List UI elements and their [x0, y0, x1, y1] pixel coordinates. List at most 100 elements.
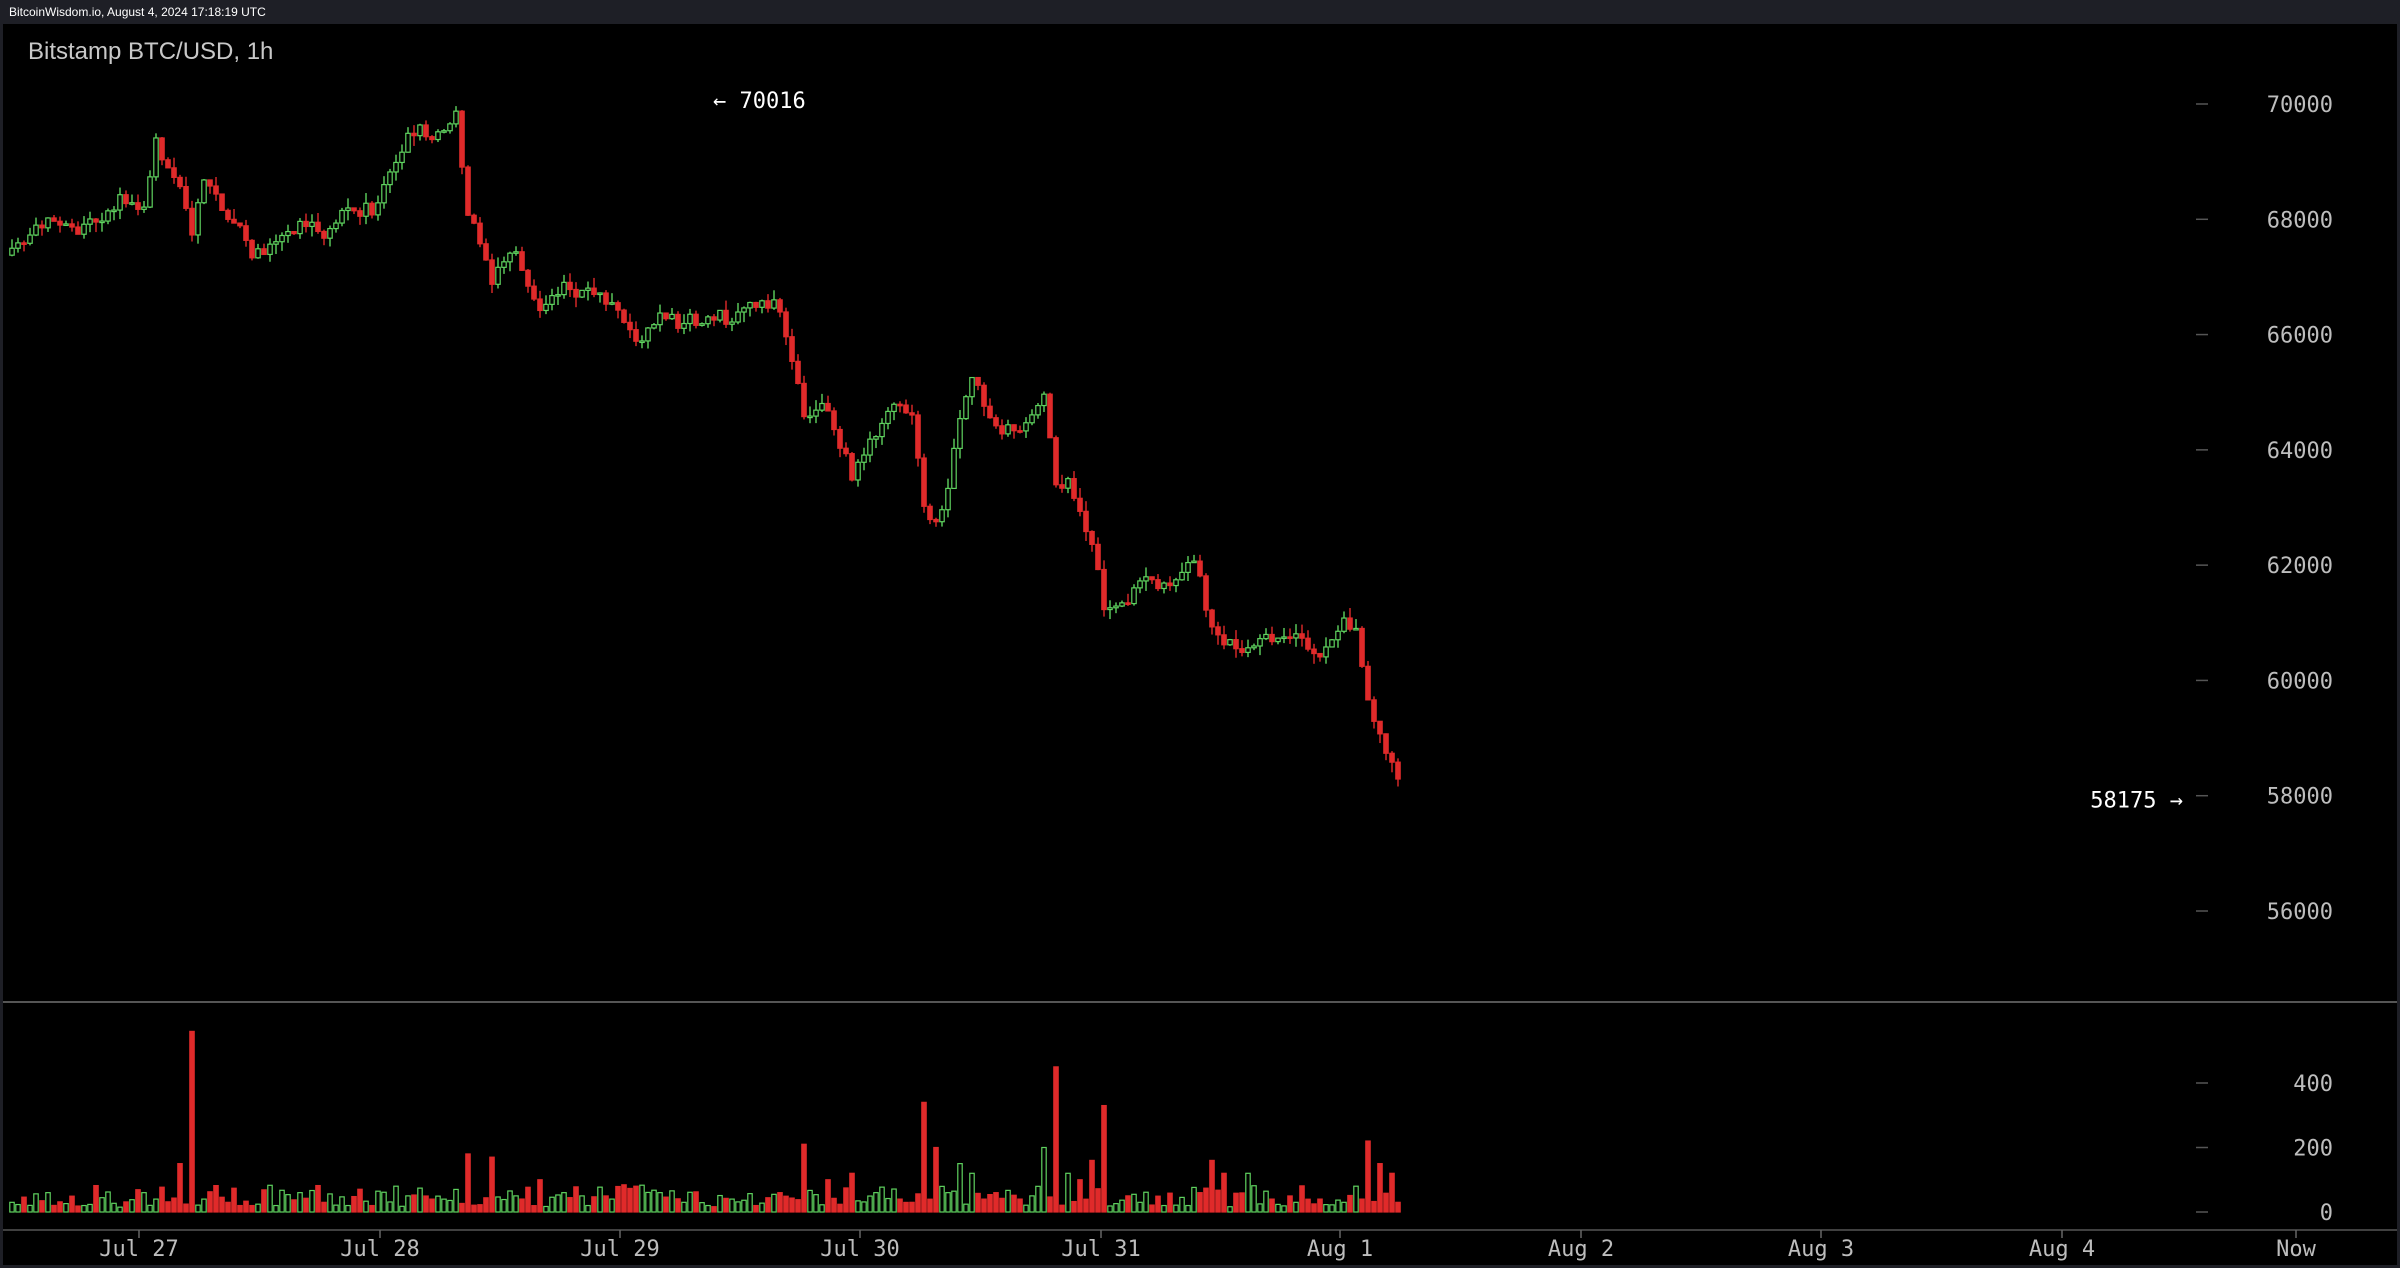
volume-bar: [291, 1199, 297, 1213]
candle-body: [333, 222, 339, 230]
candle-body: [1179, 571, 1185, 581]
volume-bar: [723, 1197, 729, 1213]
volume-bar: [213, 1184, 219, 1213]
volume-bar: [159, 1186, 165, 1213]
volume-bar: [27, 1204, 33, 1213]
volume-bar: [615, 1185, 621, 1213]
volume-bar: [171, 1197, 177, 1213]
volume-bar: [837, 1203, 843, 1213]
candle-body: [573, 288, 579, 298]
volume-bar: [1101, 1104, 1107, 1213]
volume-bar: [1365, 1140, 1371, 1213]
volume-bar: [909, 1201, 915, 1213]
candle-body: [579, 289, 585, 298]
candle-body: [1005, 424, 1011, 435]
candle-body: [1305, 637, 1311, 650]
candle-body: [45, 217, 51, 229]
volume-bar: [69, 1195, 75, 1213]
volume-bar: [861, 1201, 867, 1213]
volume-bar: [519, 1198, 525, 1213]
candle-body: [147, 176, 153, 208]
volume-bar: [537, 1179, 543, 1213]
volume-bar: [1185, 1204, 1191, 1213]
volume-bar: [711, 1206, 717, 1213]
volume-bar: [765, 1197, 771, 1213]
candle-body: [153, 137, 159, 178]
volume-bar: [747, 1193, 753, 1213]
volume-bar: [435, 1195, 441, 1213]
candle-body: [297, 220, 303, 235]
candle-body: [657, 312, 663, 326]
volume-bar: [1317, 1198, 1323, 1213]
candle-body: [909, 412, 915, 416]
candle-body: [495, 266, 501, 285]
candle-body: [1263, 633, 1269, 640]
volume-bar: [1191, 1186, 1197, 1213]
volume-bar: [195, 1204, 201, 1213]
volume-bar: [219, 1196, 225, 1213]
candle-body: [681, 322, 687, 329]
high-annotation: ← 70016: [713, 89, 806, 114]
volume-bar: [579, 1195, 585, 1213]
candle-body: [759, 300, 765, 308]
volume-bar: [129, 1199, 135, 1213]
volume-bar: [81, 1204, 87, 1213]
price-axis: 56000 58000 60000 62000 64000 66000 68000 70000: [2196, 93, 2333, 925]
volume-bar: [477, 1204, 483, 1213]
candle-body: [1017, 430, 1023, 433]
candle-body: [243, 225, 249, 241]
volume-tick-label: 0: [2320, 1201, 2333, 1226]
volume-bar: [819, 1204, 825, 1213]
volume-bar: [1245, 1172, 1251, 1213]
candle-body: [645, 327, 651, 342]
candle-body: [183, 185, 189, 209]
candle-body: [585, 287, 591, 291]
volume-bar: [1011, 1194, 1017, 1213]
candle-body: [165, 159, 171, 169]
candle-body: [1191, 560, 1197, 564]
candle-body: [129, 202, 135, 205]
volume-bar: [897, 1198, 903, 1213]
volume-bar: [339, 1196, 345, 1213]
volume-bar: [729, 1198, 735, 1213]
candle-body: [117, 194, 123, 211]
time-tick-label: Aug 3: [1788, 1237, 1854, 1262]
volume-bar: [1239, 1192, 1245, 1213]
candle-body: [267, 243, 273, 256]
volume-bars: [9, 1030, 1401, 1213]
candle-body: [225, 209, 231, 220]
candle-body: [219, 193, 225, 211]
candle-body: [729, 321, 735, 325]
volume-bar: [1347, 1194, 1353, 1213]
volume-bar: [405, 1195, 411, 1213]
candle-body: [1059, 484, 1065, 489]
candle-body: [1047, 393, 1053, 439]
candle-body: [141, 206, 147, 210]
candle-body: [501, 261, 507, 268]
candle-body: [303, 220, 309, 228]
candle-body: [627, 321, 633, 331]
volume-bar: [327, 1193, 333, 1213]
price-tick-label: 58000: [2267, 785, 2333, 810]
volume-bar: [255, 1203, 261, 1213]
candle-body: [747, 301, 753, 309]
volume-bar: [1341, 1201, 1347, 1213]
volume-bar: [363, 1200, 369, 1213]
candle-body: [897, 403, 903, 407]
price-tick-label: 64000: [2267, 439, 2333, 464]
volume-bar: [387, 1201, 393, 1213]
volume-bar: [393, 1185, 399, 1213]
candle-body: [327, 227, 333, 239]
candle-body: [603, 292, 609, 305]
volume-bar: [399, 1205, 405, 1213]
candle-body: [135, 202, 141, 210]
candle-body: [861, 454, 867, 463]
volume-bar: [495, 1196, 501, 1213]
volume-bar: [1005, 1189, 1011, 1213]
volume-bar: [597, 1186, 603, 1213]
candle-body: [195, 202, 201, 236]
candle-body: [813, 409, 819, 417]
candle-body: [543, 303, 549, 312]
volume-bar: [267, 1184, 273, 1213]
volume-tick-label: 200: [2293, 1137, 2333, 1162]
